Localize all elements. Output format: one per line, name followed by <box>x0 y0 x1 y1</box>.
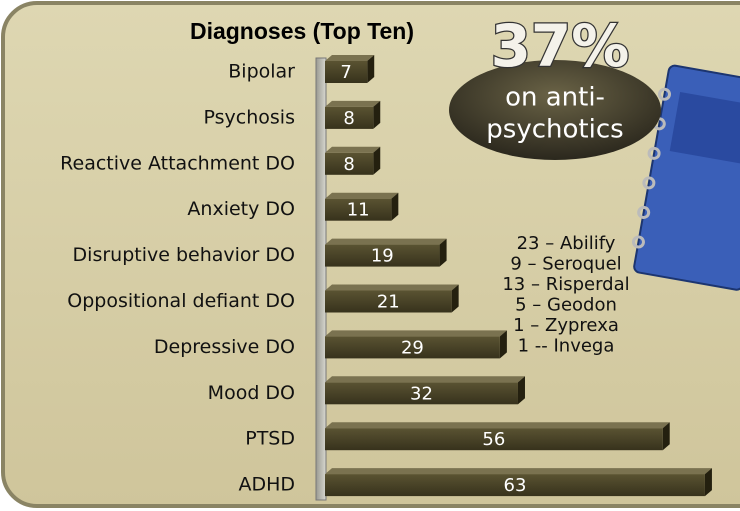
bar <box>325 290 452 313</box>
value-label: 63 <box>504 475 527 496</box>
bar-side <box>517 376 525 405</box>
bar <box>325 428 663 451</box>
value-label: 21 <box>377 292 400 313</box>
bar <box>325 474 705 497</box>
bar-top <box>325 422 670 429</box>
medication-label: 9 – Seroquel <box>510 254 621 275</box>
bar-top <box>325 55 375 61</box>
bar-side <box>391 192 399 221</box>
medication-label: 1 -- Invega <box>518 336 615 357</box>
medication-label: 1 – Zyprexa <box>513 315 619 336</box>
value-label: 19 <box>371 246 394 267</box>
y-tick-label: Depressive DO <box>154 336 295 358</box>
medication-label: 5 – Geodon <box>515 295 617 316</box>
percent-label: 37% <box>491 12 630 80</box>
medication-label: 23 – Abilify <box>517 233 616 254</box>
value-label: 8 <box>343 108 354 129</box>
callout-ellipse <box>449 60 661 160</box>
y-tick-label: Anxiety DO <box>187 198 295 220</box>
bar-top <box>325 238 447 245</box>
book <box>631 64 740 291</box>
y-tick-label: PTSD <box>245 428 295 450</box>
value-label: 29 <box>401 337 424 358</box>
callout-text: psychotics <box>486 115 623 145</box>
bar-side <box>439 238 447 267</box>
bar <box>325 106 374 129</box>
bar <box>325 336 500 359</box>
value-label: 32 <box>410 383 433 404</box>
bar-side <box>704 468 712 497</box>
medication-label: 13 – Risperdal <box>502 274 629 295</box>
y-tick-label: Mood DO <box>208 382 295 404</box>
callout-text: on anti- <box>505 83 605 113</box>
bar-top <box>325 376 525 383</box>
chart-title: Diagnoses (Top Ten) <box>190 18 414 44</box>
bar-side <box>499 330 507 359</box>
value-label: 11 <box>347 200 370 221</box>
bar-side <box>367 55 375 83</box>
bar-side <box>373 146 381 175</box>
bar-top <box>325 330 507 337</box>
bar-top <box>325 100 381 107</box>
bar-side <box>662 422 670 451</box>
y-tick-label: ADHD <box>238 474 295 496</box>
y-tick-label: Reactive Attachment DO <box>60 152 295 174</box>
bar-side <box>451 284 459 313</box>
bar-side <box>373 100 381 129</box>
bar <box>325 382 518 405</box>
value-label: 8 <box>343 154 354 175</box>
bar <box>325 61 368 83</box>
bar <box>325 152 374 175</box>
axis-wall <box>315 57 327 501</box>
value-label: 7 <box>340 62 351 83</box>
bar <box>325 244 440 267</box>
y-tick-label: Disruptive behavior DO <box>73 244 295 266</box>
bar-top <box>325 146 381 153</box>
y-tick-label: Psychosis <box>204 106 295 128</box>
y-tick-label: Oppositional defiant DO <box>67 290 295 312</box>
bar-top <box>325 284 459 291</box>
bar-top <box>325 192 399 199</box>
bar <box>325 198 392 221</box>
y-tick-label: Bipolar <box>228 61 295 83</box>
value-label: 56 <box>482 429 505 450</box>
bar-top <box>325 468 712 475</box>
